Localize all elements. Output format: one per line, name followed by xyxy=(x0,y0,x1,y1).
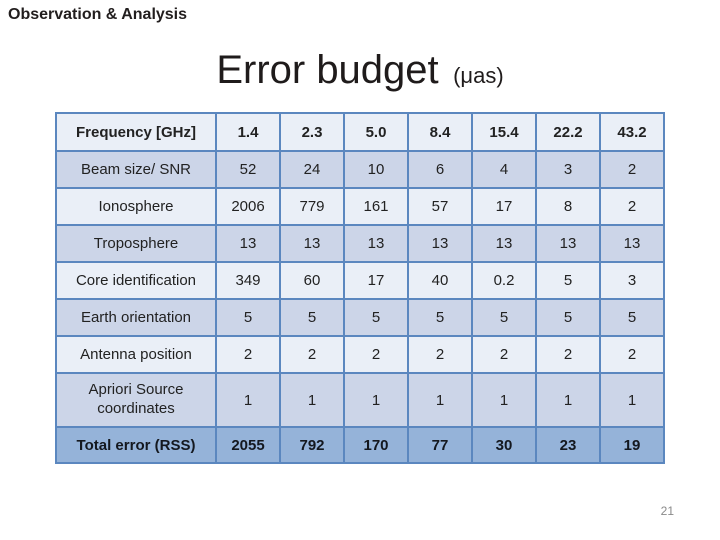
total-cell-value: 2055 xyxy=(215,426,281,464)
cell-value: 2 xyxy=(535,335,601,374)
page-number: 21 xyxy=(660,504,674,518)
cell-value: 13 xyxy=(471,224,537,263)
cell-value: 5 xyxy=(535,261,601,300)
table-row-antenna-position: Antenna position 2 2 2 2 2 2 2 xyxy=(55,335,665,374)
cell-value: 1 xyxy=(471,372,537,428)
section-eyebrow: Observation & Analysis xyxy=(8,6,188,23)
total-cell-value: 77 xyxy=(407,426,473,464)
error-budget-table: Frequency [GHz] 1.4 2.3 5.0 8.4 15.4 22.… xyxy=(55,112,665,464)
cell-value: 17 xyxy=(471,187,537,226)
table-row-ionosphere: Ionosphere 2006 779 161 57 17 8 2 xyxy=(55,187,665,226)
cell-value: 5 xyxy=(215,298,281,337)
cell-value: 2 xyxy=(599,150,665,189)
cell-value: 4 xyxy=(471,150,537,189)
cell-value: 3 xyxy=(599,261,665,300)
cell-value: 1 xyxy=(535,372,601,428)
cell-value: 17 xyxy=(343,261,409,300)
cell-value: 24 xyxy=(279,150,345,189)
total-row-label: Total error (RSS) xyxy=(55,426,217,464)
total-cell-value: 170 xyxy=(343,426,409,464)
cell-value: 13 xyxy=(535,224,601,263)
slide-title-unit: (μas) xyxy=(453,63,504,88)
table-row-total-error: Total error (RSS) 2055 792 170 77 30 23 … xyxy=(55,426,665,464)
cell-value: 5 xyxy=(599,298,665,337)
cell-value: 5 xyxy=(535,298,601,337)
cell-value: 2 xyxy=(407,335,473,374)
header-cell: 15.4 xyxy=(471,112,537,152)
cell-value: 10 xyxy=(343,150,409,189)
cell-value: 161 xyxy=(343,187,409,226)
table-row-earth-orientation: Earth orientation 5 5 5 5 5 5 5 xyxy=(55,298,665,337)
header-cell: 8.4 xyxy=(407,112,473,152)
total-cell-value: 23 xyxy=(535,426,601,464)
cell-value: 2 xyxy=(599,187,665,226)
row-label: Antenna position xyxy=(55,335,217,374)
row-label: Ionosphere xyxy=(55,187,217,226)
cell-value: 3 xyxy=(535,150,601,189)
cell-value: 2 xyxy=(471,335,537,374)
cell-value: 60 xyxy=(279,261,345,300)
cell-value: 5 xyxy=(471,298,537,337)
cell-value: 1 xyxy=(599,372,665,428)
header-row-label: Frequency [GHz] xyxy=(55,112,217,152)
cell-value: 2006 xyxy=(215,187,281,226)
table-row-beam-size: Beam size/ SNR 52 24 10 6 4 3 2 xyxy=(55,150,665,189)
cell-value: 1 xyxy=(215,372,281,428)
header-cell: 43.2 xyxy=(599,112,665,152)
row-label: Earth orientation xyxy=(55,298,217,337)
total-cell-value: 30 xyxy=(471,426,537,464)
cell-value: 5 xyxy=(343,298,409,337)
row-label: Core identification xyxy=(55,261,217,300)
header-cell: 22.2 xyxy=(535,112,601,152)
table-row-apriori-source-coordinates: Apriori Source coordinates 1 1 1 1 1 1 1 xyxy=(55,372,665,428)
header-cell: 5.0 xyxy=(343,112,409,152)
cell-value: 1 xyxy=(343,372,409,428)
cell-value: 0.2 xyxy=(471,261,537,300)
total-cell-value: 792 xyxy=(279,426,345,464)
cell-value: 2 xyxy=(215,335,281,374)
cell-value: 13 xyxy=(343,224,409,263)
table-header-row: Frequency [GHz] 1.4 2.3 5.0 8.4 15.4 22.… xyxy=(55,112,665,152)
header-cell: 2.3 xyxy=(279,112,345,152)
total-cell-value: 19 xyxy=(599,426,665,464)
cell-value: 2 xyxy=(599,335,665,374)
row-label: Troposphere xyxy=(55,224,217,263)
cell-value: 2 xyxy=(279,335,345,374)
cell-value: 57 xyxy=(407,187,473,226)
table-row-core-identification: Core identification 349 60 17 40 0.2 5 3 xyxy=(55,261,665,300)
cell-value: 8 xyxy=(535,187,601,226)
row-label: Beam size/ SNR xyxy=(55,150,217,189)
row-label: Apriori Source coordinates xyxy=(55,372,217,428)
cell-value: 5 xyxy=(407,298,473,337)
cell-value: 13 xyxy=(279,224,345,263)
cell-value: 5 xyxy=(279,298,345,337)
cell-value: 349 xyxy=(215,261,281,300)
cell-value: 6 xyxy=(407,150,473,189)
slide-title-wrap: Error budget (μas) xyxy=(0,48,720,93)
slide-title: Error budget xyxy=(216,48,439,92)
table-row-troposphere: Troposphere 13 13 13 13 13 13 13 xyxy=(55,224,665,263)
cell-value: 2 xyxy=(343,335,409,374)
cell-value: 1 xyxy=(407,372,473,428)
cell-value: 13 xyxy=(407,224,473,263)
cell-value: 1 xyxy=(279,372,345,428)
cell-value: 52 xyxy=(215,150,281,189)
cell-value: 40 xyxy=(407,261,473,300)
cell-value: 13 xyxy=(599,224,665,263)
cell-value: 779 xyxy=(279,187,345,226)
header-cell: 1.4 xyxy=(215,112,281,152)
cell-value: 13 xyxy=(215,224,281,263)
